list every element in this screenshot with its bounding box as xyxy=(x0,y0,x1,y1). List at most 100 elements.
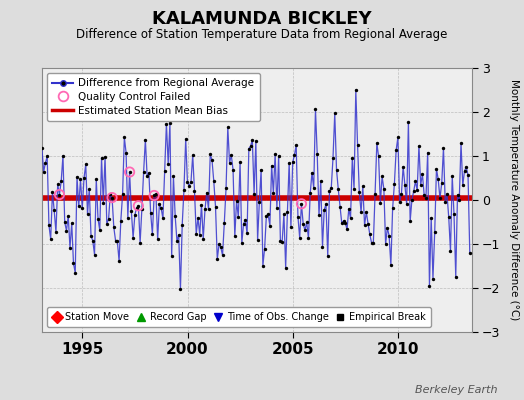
Point xyxy=(313,151,321,157)
Point xyxy=(402,201,411,207)
Point xyxy=(234,214,243,220)
Point xyxy=(237,240,246,246)
Point xyxy=(62,228,71,234)
Point xyxy=(199,236,208,242)
Point xyxy=(427,214,435,221)
Point xyxy=(269,190,278,196)
Point xyxy=(376,200,385,206)
Point xyxy=(80,175,88,181)
Point xyxy=(227,152,235,158)
Point xyxy=(94,216,102,222)
Point xyxy=(252,138,260,144)
Point xyxy=(301,227,309,234)
Point xyxy=(353,142,362,148)
Point xyxy=(362,209,370,215)
Point xyxy=(327,185,335,191)
Point xyxy=(355,189,364,195)
Point xyxy=(348,155,356,162)
Point xyxy=(458,182,467,188)
Point xyxy=(48,189,57,196)
Point xyxy=(366,231,374,238)
Point xyxy=(133,205,141,211)
Point xyxy=(390,181,399,187)
Point xyxy=(90,252,99,258)
Point xyxy=(250,190,258,197)
Point xyxy=(346,215,355,222)
Point xyxy=(155,200,163,207)
Point xyxy=(118,191,127,198)
Point xyxy=(89,238,97,244)
Point xyxy=(358,183,367,190)
Point xyxy=(97,154,106,161)
Point xyxy=(101,154,109,160)
Point xyxy=(148,231,157,238)
Point xyxy=(385,232,394,239)
Point xyxy=(267,162,276,169)
Point xyxy=(43,153,51,160)
Point xyxy=(134,202,143,209)
Point xyxy=(364,221,372,227)
Point xyxy=(185,182,193,189)
Point xyxy=(340,218,348,224)
Point xyxy=(61,219,69,226)
Point xyxy=(152,190,160,197)
Point xyxy=(275,152,283,159)
Point xyxy=(145,170,153,176)
Point xyxy=(245,146,253,152)
Point xyxy=(224,124,232,130)
Y-axis label: Monthly Temperature Anomaly Difference (°C): Monthly Temperature Anomaly Difference (… xyxy=(509,79,519,321)
Point xyxy=(125,169,134,175)
Point xyxy=(455,197,463,204)
Point xyxy=(283,209,291,215)
Point xyxy=(367,240,376,246)
Point xyxy=(187,179,195,185)
Point xyxy=(443,191,451,197)
Point xyxy=(290,152,299,158)
Point xyxy=(289,159,297,166)
Point xyxy=(159,215,167,222)
Point xyxy=(387,262,395,268)
Point xyxy=(95,227,104,234)
Point xyxy=(178,222,187,228)
Point xyxy=(71,270,80,276)
Point xyxy=(361,222,369,228)
Point xyxy=(453,192,462,198)
Point xyxy=(375,153,383,160)
Point xyxy=(157,205,166,212)
Point xyxy=(311,106,320,112)
Point xyxy=(69,260,78,266)
Point xyxy=(201,206,209,212)
Point xyxy=(164,160,172,167)
Point xyxy=(129,235,137,241)
Point xyxy=(85,186,93,192)
Point xyxy=(106,191,115,198)
Point xyxy=(112,238,120,244)
Point xyxy=(429,275,437,282)
Point xyxy=(378,173,386,180)
Point xyxy=(422,194,430,201)
Point xyxy=(168,253,176,260)
Point xyxy=(310,185,318,191)
Point xyxy=(53,181,62,188)
Point xyxy=(371,191,379,197)
Point xyxy=(122,150,130,156)
Point xyxy=(83,211,92,218)
Point xyxy=(417,182,425,188)
Point xyxy=(281,264,290,271)
Point xyxy=(464,172,472,178)
Point xyxy=(287,224,295,230)
Point xyxy=(92,176,101,183)
Point xyxy=(134,202,143,209)
Point xyxy=(192,231,200,237)
Point xyxy=(271,151,279,157)
Point xyxy=(183,179,192,186)
Point xyxy=(162,120,171,127)
Point xyxy=(143,173,151,180)
Point xyxy=(306,190,314,196)
Point xyxy=(425,282,434,289)
Point xyxy=(154,236,162,243)
Point xyxy=(160,168,169,174)
Point xyxy=(357,209,365,215)
Point xyxy=(55,191,63,198)
Point xyxy=(280,211,288,217)
